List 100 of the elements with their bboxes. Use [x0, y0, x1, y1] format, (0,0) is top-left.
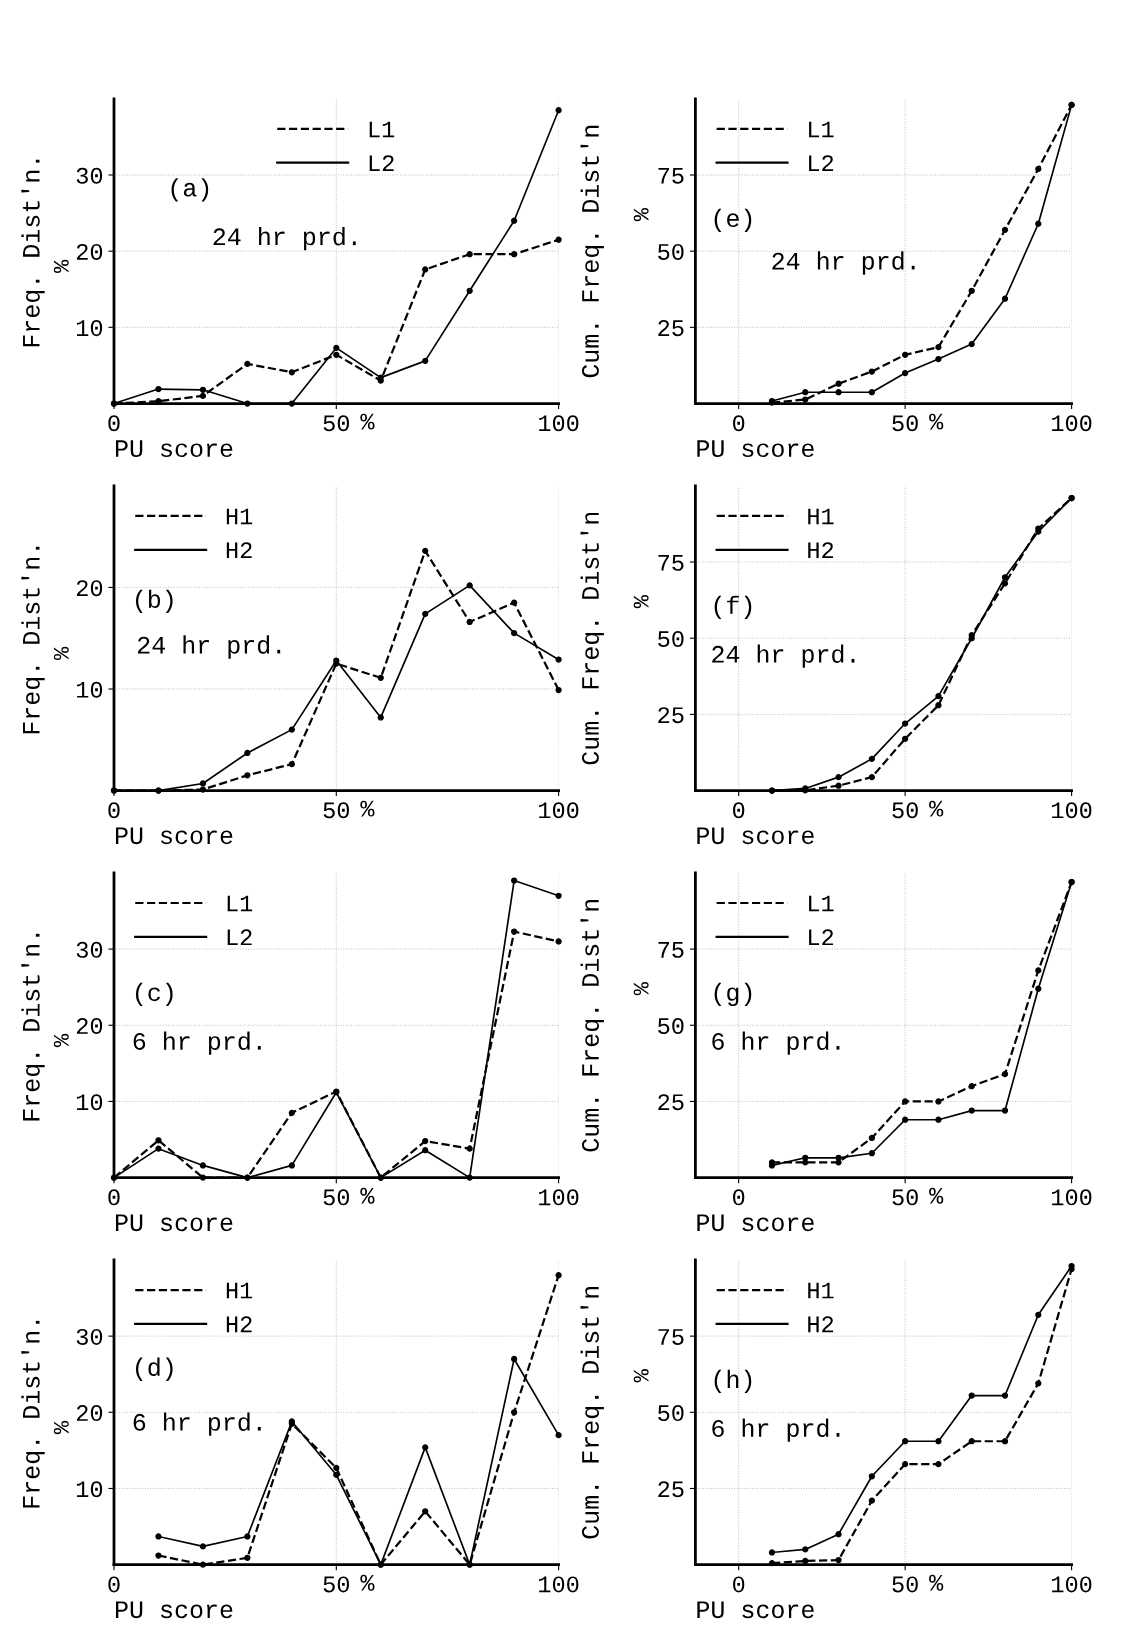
x-axis-title: PU score [115, 440, 233, 458]
annotation: 24 hr prd. [213, 226, 356, 251]
text: (f) [714, 595, 752, 620]
x-tick-label: 50 [892, 415, 918, 432]
legend-label: H1 [808, 508, 834, 525]
y-tick-label: 20 [76, 1018, 103, 1035]
legend-label: L2 [809, 155, 834, 171]
annotation: 6 hr prd. [133, 1031, 261, 1055]
annotation: 24 hr prd. [137, 635, 281, 659]
text: % [360, 1574, 375, 1591]
text: (a) [171, 178, 209, 202]
text: % [633, 1369, 649, 1383]
y-tick-label: 10 [76, 1094, 103, 1111]
x-tick-label: 0 [733, 1576, 745, 1593]
legend-label: H1 [808, 1282, 834, 1299]
text: % [53, 646, 69, 661]
legend-label: L2 [809, 929, 834, 946]
x-tick-label: 0 [733, 1189, 745, 1206]
y-tick-label: 75 [658, 1329, 684, 1345]
y-tick-label: 75 [658, 942, 684, 958]
legend-label: L1 [809, 895, 834, 912]
x-tick-label: 0 [108, 802, 120, 819]
legend-label: H2 [226, 1316, 252, 1333]
x-tick-label: 0 [733, 415, 745, 432]
x-tick-label: 100 [539, 1189, 579, 1206]
y-tick-label: 10 [76, 681, 103, 698]
text: (e) [714, 208, 752, 232]
x-tick-label: 50 [323, 1189, 350, 1206]
legend-label: H2 [808, 542, 834, 559]
legend-label: H1 [226, 508, 253, 525]
x-tick-label: 0 [108, 1576, 120, 1593]
legend-label: L2 [369, 155, 394, 171]
y-tick-label: 50 [658, 1405, 684, 1422]
x-tick-label: 50 [323, 415, 350, 432]
y-tick-label: 20 [76, 1405, 103, 1422]
text: % [929, 1187, 944, 1204]
y-axis-title: Freq. Dist'n. [21, 933, 45, 1121]
y-tick-label: 25 [658, 320, 684, 337]
annotation: 6 hr prd. [133, 1412, 261, 1436]
y-tick-label: 20 [76, 243, 103, 260]
text: % [360, 800, 375, 817]
y-tick-label: 30 [76, 167, 103, 184]
y-tick-label: 50 [658, 630, 684, 647]
annotation: 24 hr prd. [712, 644, 855, 668]
text: (c) [135, 982, 173, 1007]
x-tick-label: 100 [1052, 1576, 1092, 1593]
text: % [633, 982, 649, 996]
x-tick-label: 100 [1052, 415, 1092, 432]
y-axis-title: Cum. Freq. Dist'n [580, 1286, 604, 1539]
x-tick-label: 100 [539, 415, 579, 432]
y-tick-label: 25 [658, 1481, 684, 1498]
text: (d) [135, 1357, 173, 1381]
text: % [53, 259, 69, 274]
x-tick-label: 50 [323, 802, 350, 819]
y-axis-title: Cum. Freq. Dist'n [580, 899, 604, 1152]
legend-label: L1 [227, 895, 253, 912]
x-tick-label: 100 [1052, 802, 1092, 819]
y-tick-label: 75 [658, 168, 684, 184]
text: % [633, 207, 649, 222]
x-tick-label: 100 [539, 802, 579, 819]
text: % [360, 1187, 375, 1204]
text: (g) [714, 982, 752, 1007]
y-axis-title: Freq. Dist'n. [21, 1320, 45, 1508]
y-tick-label: 10 [76, 1481, 103, 1498]
text: % [633, 594, 649, 609]
x-tick-label: 50 [892, 802, 918, 819]
text: % [53, 1033, 69, 1048]
y-tick-label: 10 [76, 320, 103, 337]
x-tick-label: 0 [108, 415, 120, 432]
x-axis-title: PU score [697, 1214, 814, 1232]
y-axis-title: Freq. Dist'n. [21, 159, 45, 347]
x-tick-label: 0 [108, 1189, 120, 1206]
legend-label: H1 [226, 1282, 253, 1299]
x-tick-label: 50 [323, 1576, 350, 1593]
y-axis-title: Cum. Freq. Dist'n [580, 512, 604, 765]
legend-label: L1 [369, 121, 395, 138]
text: % [53, 1420, 69, 1435]
x-tick-label: 100 [539, 1576, 579, 1593]
text: (h) [714, 1369, 752, 1394]
legend-label: H2 [226, 542, 252, 559]
y-axis-title: Freq. Dist'n. [21, 546, 45, 734]
annotation: 6 hr prd. [712, 1418, 840, 1442]
y-tick-label: 50 [658, 1018, 684, 1035]
y-tick-label: 30 [76, 1328, 103, 1345]
legend-label: L1 [809, 121, 834, 138]
x-tick-label: 50 [892, 1189, 918, 1206]
text: % [929, 413, 944, 430]
text: (b) [135, 589, 173, 613]
y-tick-label: 30 [76, 941, 103, 958]
annotation: 24 hr prd. [772, 251, 915, 275]
y-tick-label: 50 [658, 243, 684, 260]
x-axis-title: PU score [115, 1601, 233, 1619]
y-axis-title: Cum. Freq. Dist'n [580, 125, 604, 378]
x-axis-title: PU score [115, 1214, 233, 1232]
x-axis-title: PU score [697, 440, 814, 458]
text: % [929, 1574, 944, 1591]
y-tick-label: 25 [658, 707, 684, 724]
x-tick-label: 50 [892, 1576, 918, 1593]
text: % [360, 413, 375, 430]
y-tick-label: 75 [658, 555, 684, 571]
